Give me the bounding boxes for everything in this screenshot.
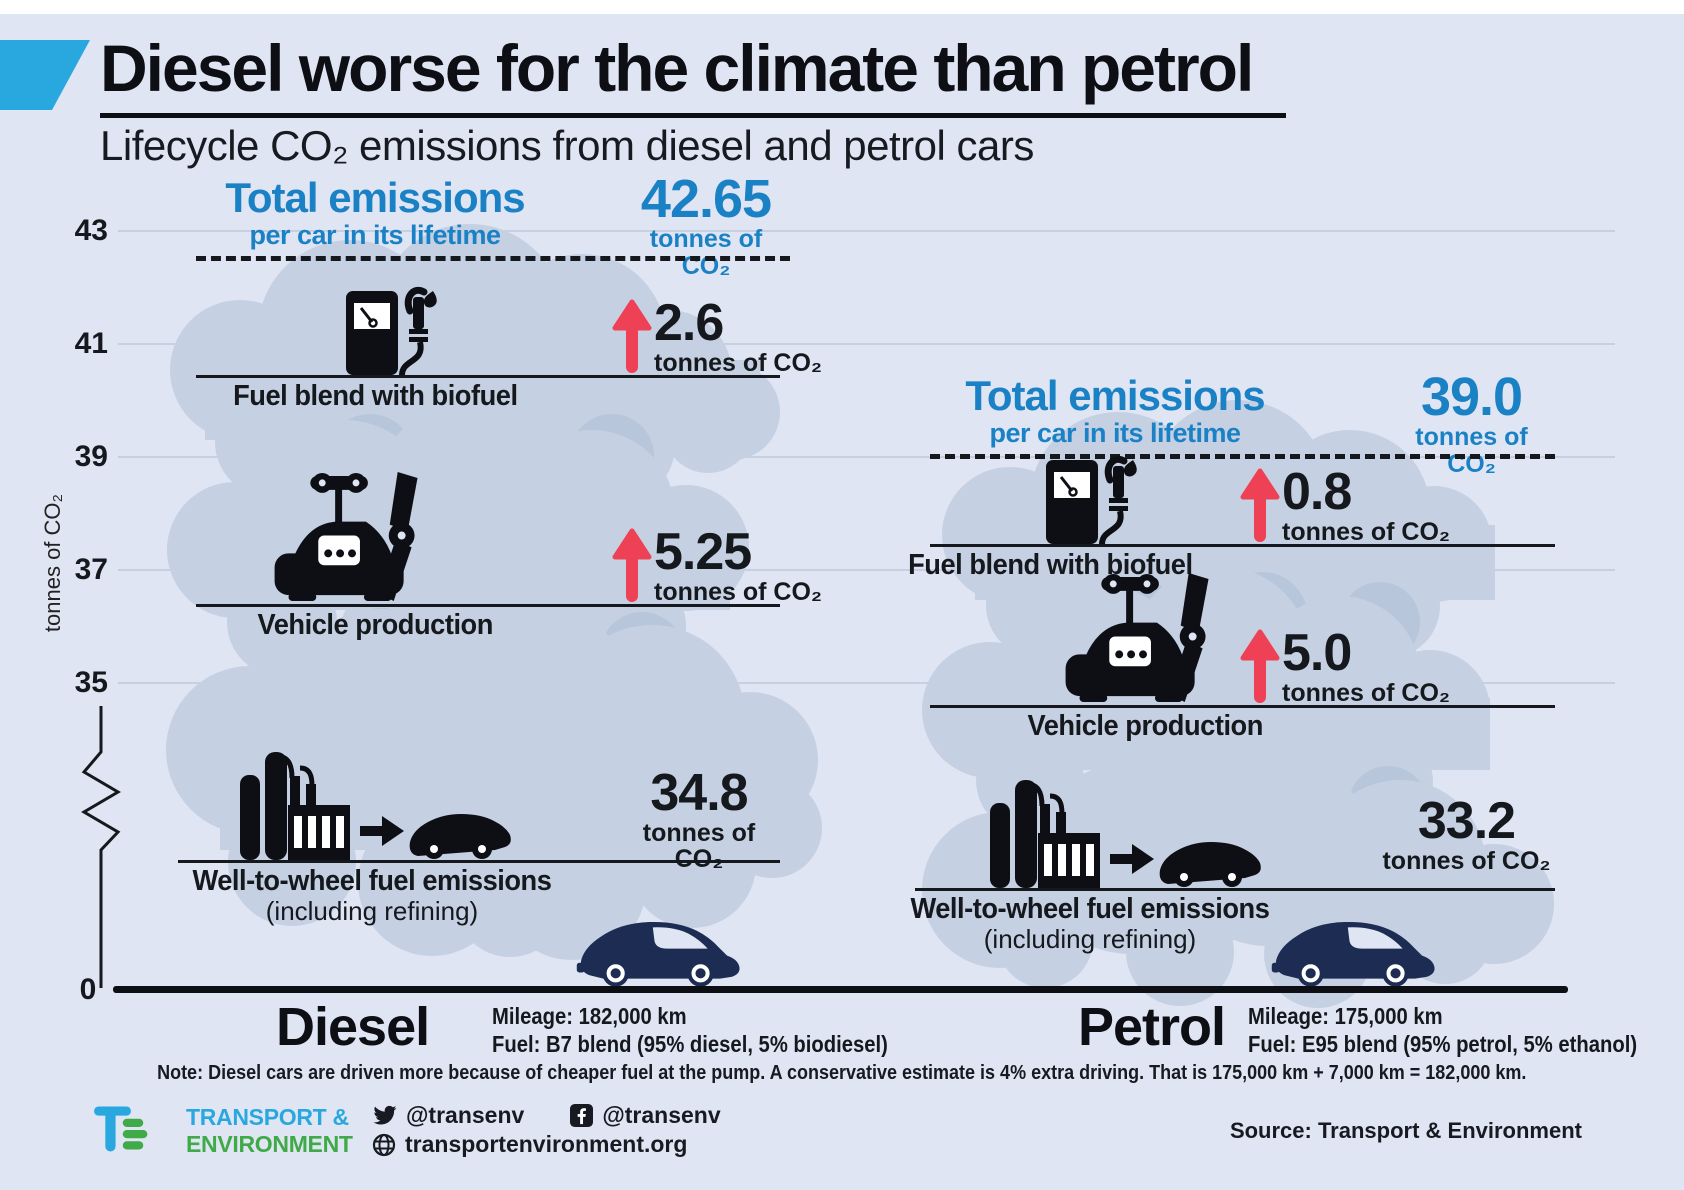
diesel-total-value: 42.65 tonnes of CO₂ <box>640 169 772 280</box>
corner-accent-shape <box>0 40 90 110</box>
diesel-car-icon <box>576 921 740 987</box>
diesel-details: Mileage: 182,000 km Fuel: B7 blend (95% … <box>492 1002 888 1058</box>
vehicle-production-icon <box>274 471 418 602</box>
petrol-mileage: Mileage: 175,000 km <box>1248 1003 1443 1029</box>
social-row-1: @transenv @transenv <box>372 1102 721 1129</box>
petrol-name-label: Petrol <box>1078 997 1226 1057</box>
footnote: Note: Diesel cars are driven more becaus… <box>157 1062 1527 1084</box>
petrol-vehicle-production-label: Vehicle production <box>1027 710 1263 742</box>
diesel-name-label: Diesel <box>276 997 430 1057</box>
petrol-vehicle-production-underline <box>930 705 1555 708</box>
diesel-vehicle-production-value: 5.25 tonnes of CO₂ <box>654 523 823 606</box>
petrol-details: Mileage: 175,000 km Fuel: E95 blend (95%… <box>1248 1002 1637 1058</box>
social-row-2: transportenvironment.org <box>372 1131 687 1158</box>
refinery-to-car-icon <box>240 752 511 860</box>
ytick-41: 41 <box>74 327 108 360</box>
refinery-to-car-icon <box>990 780 1261 888</box>
fuel-pump-icon <box>1046 455 1137 545</box>
website-url: transportenvironment.org <box>405 1131 688 1157</box>
gridline-35 <box>118 682 1615 684</box>
org-name: TRANSPORT & ENVIRONMENT <box>186 1104 353 1157</box>
diesel-fuel-blend-underline <box>196 375 780 378</box>
petrol-fuel: Fuel: E95 blend (95% petrol, 5% ethanol) <box>1248 1031 1638 1057</box>
gridline-37 <box>118 569 1615 571</box>
facebook-icon <box>570 1104 594 1127</box>
diesel-well-to-wheel-value: 34.8 tonnes of CO₂ <box>642 764 756 873</box>
x-axis-line <box>113 986 1568 993</box>
diesel-total-dashed-line <box>196 256 790 261</box>
petrol-vehicle-production-value: 5.0 tonnes of CO₂ <box>1282 624 1451 707</box>
petrol-fuel-blend-underline <box>930 544 1555 547</box>
page-title: Diesel worse for the climate than petrol <box>100 33 1287 119</box>
diesel-vehicle-production-underline <box>196 604 780 607</box>
source-credit: Source: Transport & Environment <box>1229 1118 1582 1143</box>
petrol-total-dashed-line <box>930 454 1555 459</box>
petrol-well-to-wheel-label: Well-to-wheel fuel emissions (including … <box>910 893 1270 954</box>
transport-environment-logo <box>94 1106 148 1152</box>
ytick-43: 43 <box>74 214 108 247</box>
petrol-well-to-wheel-underline <box>915 888 1555 891</box>
gridline-39 <box>118 456 1615 458</box>
ytick-37: 37 <box>74 553 108 586</box>
twitter-icon <box>373 1105 397 1125</box>
gridline-41 <box>118 343 1615 345</box>
petrol-car-icon <box>1271 921 1435 987</box>
fuel-pump-icon <box>346 286 437 376</box>
up-arrow-icon <box>612 299 652 373</box>
ytick-39: 39 <box>74 440 108 473</box>
top-strip <box>0 0 1684 14</box>
facebook-handle: @transenv <box>602 1102 721 1128</box>
diesel-vehicle-production-label: Vehicle production <box>257 609 493 641</box>
diesel-well-to-wheel-underline <box>178 860 780 863</box>
axis-break-line <box>81 706 121 988</box>
diesel-fuel: Fuel: B7 blend (95% diesel, 5% biodiesel… <box>492 1031 888 1057</box>
globe-icon <box>372 1133 396 1156</box>
up-arrow-icon <box>1240 468 1280 542</box>
diesel-total-heading: Total emissions per car in its lifetime <box>225 174 525 251</box>
ytick-0: 0 <box>79 973 97 1006</box>
up-arrow-icon <box>612 528 652 602</box>
up-arrow-icon <box>1240 629 1280 703</box>
diesel-well-to-wheel-label: Well-to-wheel fuel emissions (including … <box>192 865 552 926</box>
page-subtitle: Lifecycle CO₂ emissions from diesel and … <box>100 122 1034 169</box>
y-axis-unit-label: tonnes of CO₂ <box>40 493 65 633</box>
diesel-mileage: Mileage: 182,000 km <box>492 1003 687 1029</box>
vehicle-production-icon <box>1065 572 1209 703</box>
diesel-fuel-blend-label: Fuel blend with biofuel <box>232 380 518 412</box>
petrol-total-heading: Total emissions per car in its lifetime <box>965 372 1265 449</box>
twitter-handle: @transenv <box>406 1102 525 1128</box>
petrol-total-value: 39.0 tonnes of CO₂ <box>1415 367 1528 478</box>
petrol-fuel-blend-value: 0.8 tonnes of CO₂ <box>1282 463 1451 546</box>
gridline-43 <box>118 230 1615 232</box>
diesel-fuel-blend-value: 2.6 tonnes of CO₂ <box>654 294 823 377</box>
ytick-35: 35 <box>74 666 108 699</box>
petrol-well-to-wheel-value: 33.2 tonnes of CO₂ <box>1382 792 1551 875</box>
